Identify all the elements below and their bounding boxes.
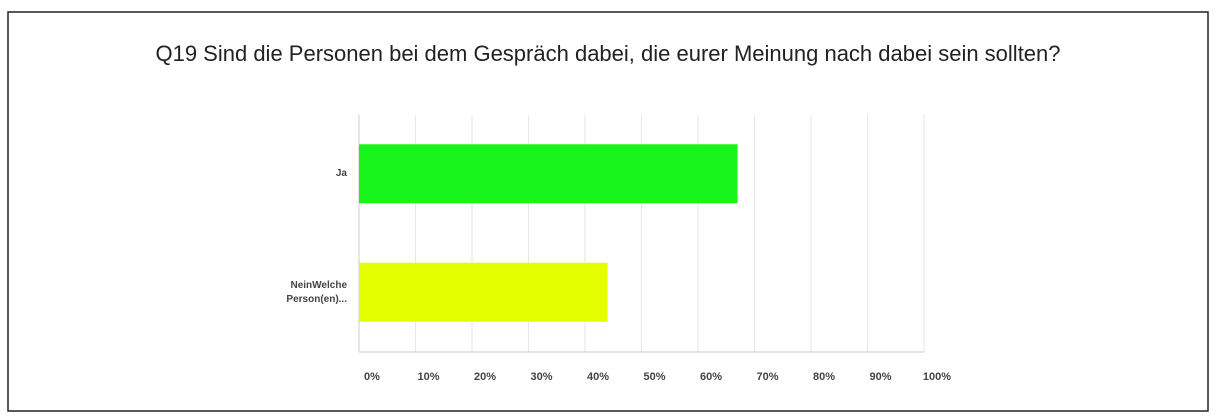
x-tick-label: 50% bbox=[643, 371, 665, 383]
x-tick-label: 0% bbox=[364, 371, 380, 383]
bar bbox=[359, 144, 738, 204]
x-tick-label: 30% bbox=[530, 371, 552, 383]
bar bbox=[359, 262, 608, 322]
x-tick-label: 80% bbox=[813, 371, 835, 383]
x-tick-label: 90% bbox=[869, 371, 891, 383]
chart-title: Q19 Sind die Personen bei dem Gespräch d… bbox=[155, 41, 1060, 66]
x-tick-label: 20% bbox=[474, 371, 496, 383]
x-tick-label: 40% bbox=[587, 371, 609, 383]
y-tick-label: NeinWelche Person(en)... bbox=[286, 279, 347, 305]
x-tick-label: 70% bbox=[756, 371, 778, 383]
y-tick-label: Ja bbox=[335, 168, 347, 180]
frame bbox=[7, 11, 1209, 412]
x-tick-label: 60% bbox=[700, 371, 722, 383]
x-tick-label: 100% bbox=[923, 371, 951, 383]
x-tick-label: 10% bbox=[417, 371, 439, 383]
